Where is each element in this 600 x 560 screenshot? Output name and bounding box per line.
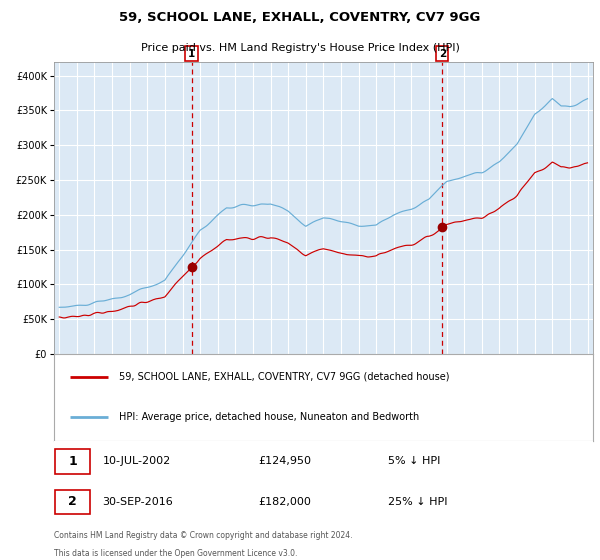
Text: This data is licensed under the Open Government Licence v3.0.: This data is licensed under the Open Gov… <box>54 549 298 558</box>
Text: 2: 2 <box>68 495 77 508</box>
Text: 10-JUL-2002: 10-JUL-2002 <box>103 456 171 466</box>
Text: 30-SEP-2016: 30-SEP-2016 <box>103 497 173 507</box>
Text: 5% ↓ HPI: 5% ↓ HPI <box>388 456 440 466</box>
Text: Price paid vs. HM Land Registry's House Price Index (HPI): Price paid vs. HM Land Registry's House … <box>140 43 460 53</box>
Text: £182,000: £182,000 <box>259 497 311 507</box>
Text: HPI: Average price, detached house, Nuneaton and Bedworth: HPI: Average price, detached house, Nune… <box>119 412 419 422</box>
Text: 2: 2 <box>439 49 446 59</box>
Text: Contains HM Land Registry data © Crown copyright and database right 2024.: Contains HM Land Registry data © Crown c… <box>54 531 353 540</box>
FancyBboxPatch shape <box>55 449 90 474</box>
Text: 25% ↓ HPI: 25% ↓ HPI <box>388 497 448 507</box>
Text: 1: 1 <box>188 49 196 59</box>
FancyBboxPatch shape <box>55 489 90 514</box>
Text: 59, SCHOOL LANE, EXHALL, COVENTRY, CV7 9GG (detached house): 59, SCHOOL LANE, EXHALL, COVENTRY, CV7 9… <box>119 372 449 381</box>
Text: 1: 1 <box>68 455 77 468</box>
Text: 59, SCHOOL LANE, EXHALL, COVENTRY, CV7 9GG: 59, SCHOOL LANE, EXHALL, COVENTRY, CV7 9… <box>119 11 481 24</box>
Text: £124,950: £124,950 <box>259 456 312 466</box>
